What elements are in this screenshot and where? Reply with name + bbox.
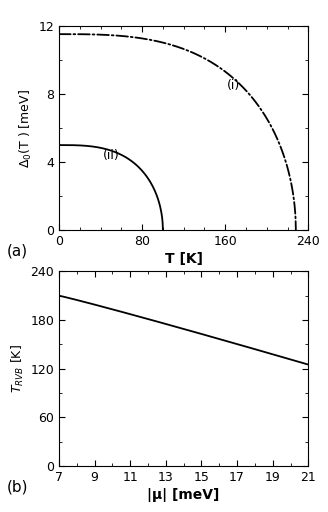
Text: (i): (i): [227, 79, 240, 92]
Text: (a): (a): [7, 244, 28, 259]
X-axis label: |μ| [meV]: |μ| [meV]: [148, 488, 220, 502]
Text: (ii): (ii): [103, 148, 119, 162]
Y-axis label: $\Delta_0$(T ) [meV]: $\Delta_0$(T ) [meV]: [18, 89, 34, 167]
X-axis label: T [K]: T [K]: [165, 252, 203, 266]
Y-axis label: $T_{RVB}$ [K]: $T_{RVB}$ [K]: [10, 344, 26, 393]
Text: (b): (b): [7, 480, 28, 495]
